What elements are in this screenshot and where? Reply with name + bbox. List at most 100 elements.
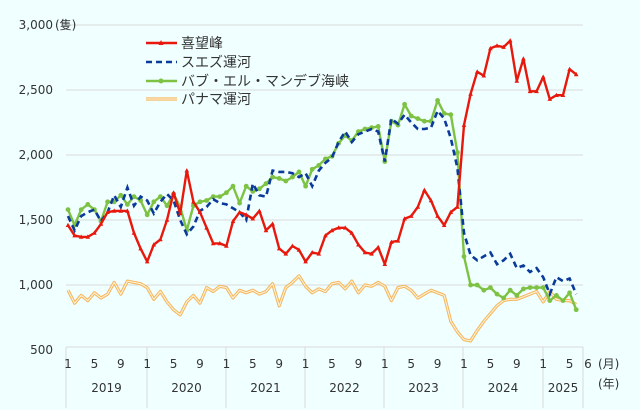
data-point-cape	[171, 190, 176, 195]
year-label: 2025	[548, 381, 579, 395]
data-point-cape	[382, 261, 388, 266]
y-tick-label: 2,500	[19, 83, 53, 97]
data-point-cape	[270, 221, 275, 226]
data-point-bab-el-mandeb	[263, 181, 269, 187]
month-tick-label: 9	[355, 357, 363, 371]
data-point-bab-el-mandeb	[455, 150, 460, 155]
legend-label: パナマ運河	[181, 92, 251, 108]
data-point-bab-el-mandeb	[65, 207, 71, 213]
data-point-cape	[237, 209, 242, 214]
month-tick-label: 5	[249, 357, 257, 371]
data-point-cape	[210, 240, 216, 246]
data-point-bab-el-mandeb	[402, 101, 407, 107]
month-tick-label: 1	[143, 357, 151, 371]
year-label: 2020	[171, 381, 202, 395]
series-line-panama-inner	[67, 275, 577, 342]
data-point-cape	[395, 238, 401, 243]
data-point-cape	[336, 225, 341, 230]
month-tick-label: 5	[328, 357, 336, 371]
data-point-cape	[521, 56, 526, 61]
data-point-bab-el-mandeb	[514, 293, 520, 298]
data-point-cape	[356, 242, 361, 247]
year-label: 2021	[250, 381, 281, 395]
data-point-cape	[105, 209, 110, 214]
legend-label: バブ・エル・マンデブ海峡	[181, 73, 349, 90]
month-tick-label: 9	[196, 357, 204, 371]
data-point-bab-el-mandeb	[415, 116, 421, 121]
data-point-cape	[257, 208, 262, 213]
data-point-cape	[283, 251, 289, 256]
data-point-bab-el-mandeb	[237, 200, 243, 206]
data-point-bab-el-mandeb	[435, 98, 440, 103]
x-year-unit-label: (年)	[598, 377, 619, 391]
x-month-unit-label: (月)	[598, 357, 619, 371]
data-point-bab-el-mandeb	[481, 287, 487, 293]
data-point-cape	[290, 243, 295, 248]
year-label: 2019	[91, 381, 122, 395]
data-point-bab-el-mandeb	[521, 286, 526, 292]
data-point-cape	[369, 251, 374, 256]
data-point-cape	[65, 222, 71, 227]
data-point-cape	[481, 73, 487, 78]
data-point-cape	[534, 88, 539, 94]
data-point-bab-el-mandeb	[567, 290, 572, 296]
data-point-bab-el-mandeb	[230, 183, 236, 189]
year-label: 2022	[329, 381, 360, 395]
data-point-cape	[98, 221, 104, 226]
data-point-bab-el-mandeb	[468, 282, 473, 288]
data-point-cape	[144, 259, 150, 264]
data-point-bab-el-mandeb	[488, 285, 493, 290]
data-point-cape	[441, 222, 447, 227]
data-point-cape	[461, 122, 467, 127]
year-label: 2023	[408, 381, 439, 395]
y-tick-label: 500	[30, 343, 53, 357]
data-point-cape	[560, 92, 566, 97]
data-point-cape	[501, 44, 506, 49]
data-point-cape	[455, 204, 460, 209]
data-point-bab-el-mandeb	[131, 194, 137, 200]
y-unit-label: (隻)	[55, 17, 76, 32]
data-point-bab-el-mandeb	[573, 307, 579, 313]
data-point-cape	[131, 230, 137, 235]
data-point-bab-el-mandeb	[144, 212, 150, 218]
month-tick-label: 1	[64, 357, 72, 371]
data-point-bab-el-mandeb	[164, 203, 170, 209]
data-point-cape	[111, 208, 117, 213]
data-point-bab-el-mandeb	[85, 202, 91, 207]
month-tick-label: 9	[117, 357, 125, 371]
data-point-bab-el-mandeb	[534, 285, 539, 290]
data-point-cape	[309, 250, 315, 255]
data-point-cape	[375, 244, 381, 250]
data-point-bab-el-mandeb	[204, 198, 210, 203]
data-point-cape	[303, 259, 308, 264]
data-point-bab-el-mandeb	[78, 207, 84, 213]
series-line-bab-el-mandeb	[66, 99, 578, 311]
legend-marker	[158, 78, 164, 84]
data-point-cape	[250, 216, 256, 221]
y-tick-label: 3,000	[19, 18, 53, 32]
data-point-bab-el-mandeb	[243, 183, 249, 189]
month-tick-label: 5	[407, 357, 415, 371]
data-point-cape	[230, 218, 236, 224]
data-point-bab-el-mandeb	[118, 192, 124, 198]
data-point-cape	[158, 237, 163, 242]
data-point-bab-el-mandeb	[217, 194, 223, 200]
data-point-cape	[507, 38, 513, 43]
data-point-bab-el-mandeb	[560, 298, 566, 303]
data-point-bab-el-mandeb	[507, 287, 513, 293]
data-point-cape	[191, 199, 196, 204]
data-point-bab-el-mandeb	[270, 174, 275, 180]
data-point-cape	[428, 198, 434, 203]
data-point-bab-el-mandeb	[494, 291, 500, 297]
data-point-cape	[389, 239, 394, 244]
month-tick-label: 5	[170, 357, 178, 371]
data-point-bab-el-mandeb	[375, 124, 381, 129]
data-point-cape	[177, 211, 183, 216]
data-point-bab-el-mandeb	[158, 194, 163, 200]
data-point-bab-el-mandeb	[125, 202, 130, 207]
data-point-bab-el-mandeb	[474, 282, 480, 288]
y-tick-label: 2,000	[19, 148, 53, 162]
legend-label: 喜望峰	[181, 36, 223, 52]
data-point-bab-el-mandeb	[316, 163, 322, 168]
